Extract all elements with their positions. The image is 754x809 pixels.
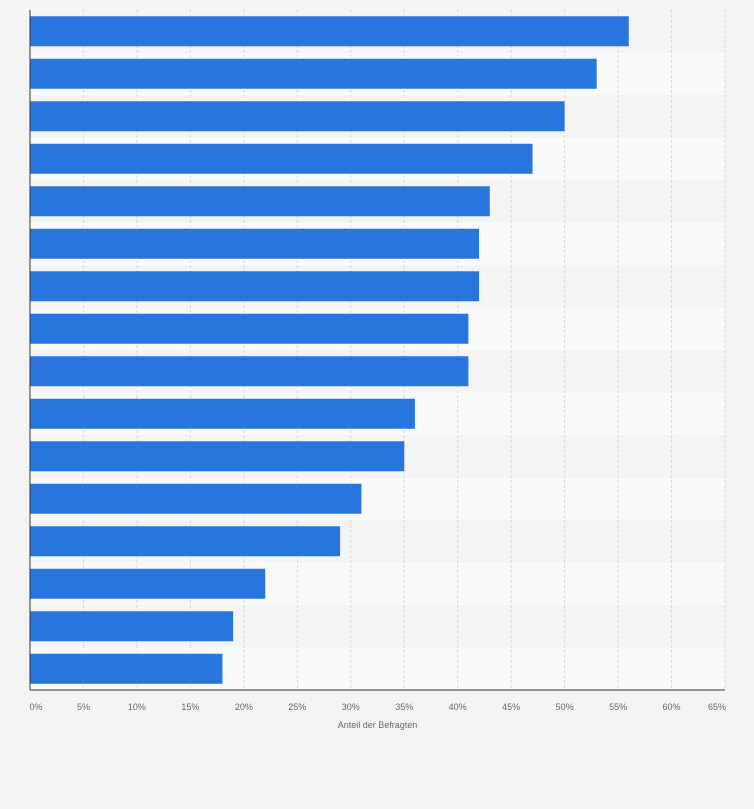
bar	[30, 526, 341, 557]
bar	[30, 16, 629, 47]
x-axis-title: Anteil der Befragten	[338, 720, 418, 730]
bar	[30, 398, 415, 429]
axes	[29, 10, 725, 691]
bar	[30, 228, 480, 259]
x-tick-label: 35%	[395, 702, 413, 712]
bar	[30, 101, 565, 132]
x-tick-label: 15%	[181, 702, 199, 712]
x-tick-labels: 0% 5% 10% 15% 20% 25% 30% 35% 40% 45% 50% 55% 60% 65%	[29, 702, 726, 712]
bar	[30, 441, 405, 472]
x-tick-label: 25%	[288, 702, 306, 712]
x-tick-label: 10%	[128, 702, 146, 712]
x-tick-label: 55%	[609, 702, 627, 712]
x-tick-label: 0%	[29, 702, 42, 712]
bar	[30, 568, 266, 599]
bar	[30, 186, 490, 217]
x-tick-label: 20%	[235, 702, 253, 712]
bar	[30, 653, 223, 684]
bar	[30, 356, 469, 387]
bar	[30, 143, 533, 174]
bar	[30, 483, 362, 514]
bar	[30, 611, 234, 642]
bars	[30, 16, 629, 684]
x-tick-label: 65%	[708, 702, 726, 712]
x-tick-label: 30%	[342, 702, 360, 712]
bar	[30, 271, 480, 302]
bar	[30, 58, 597, 89]
x-tick-label: 45%	[502, 702, 520, 712]
x-tick-label: 60%	[663, 702, 681, 712]
x-tick-label: 40%	[449, 702, 467, 712]
x-tick-label: 50%	[556, 702, 574, 712]
bar	[30, 313, 469, 344]
x-tick-label: 5%	[77, 702, 90, 712]
